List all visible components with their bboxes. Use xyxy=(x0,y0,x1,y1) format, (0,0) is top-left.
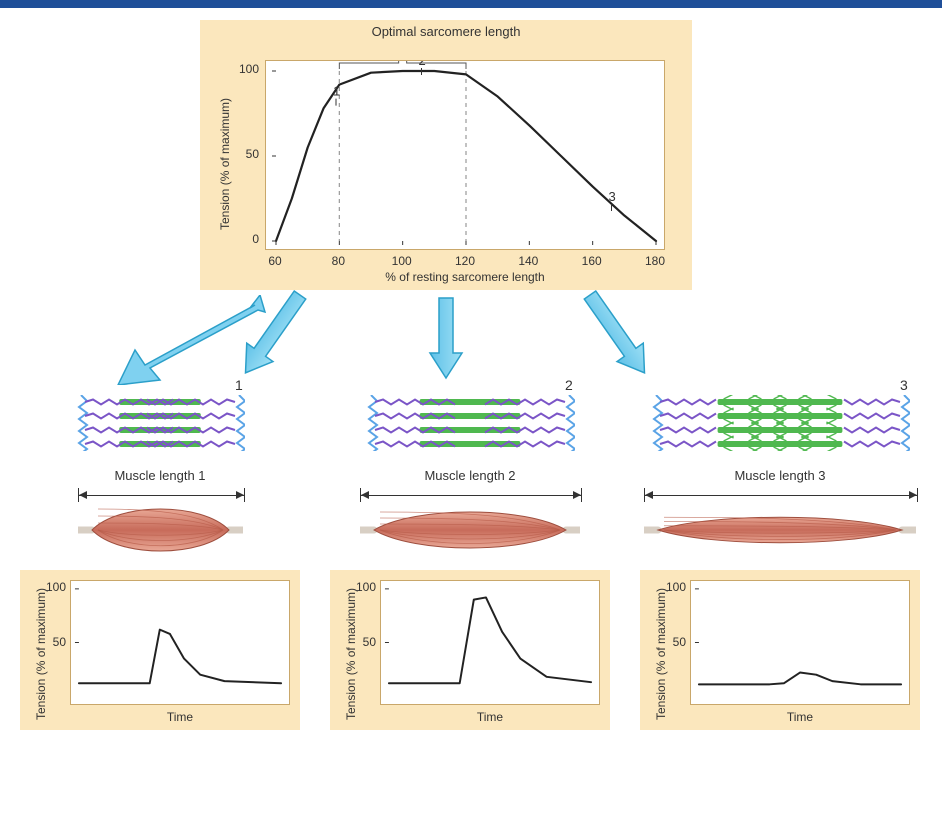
twitch-ylabel-2: Tension (% of maximum) xyxy=(344,588,358,720)
curve-marker-1: 1 xyxy=(333,84,340,99)
main-chart-xlabel: % of resting sarcomere length xyxy=(265,270,665,284)
twitch-xlabel-1: Time xyxy=(70,710,290,724)
twitch-panel-3: Tension (% of maximum) 50 100 Time xyxy=(640,570,920,730)
sarcomere-diagram-1 xyxy=(20,395,300,455)
ytick: 0 xyxy=(231,232,259,246)
arrow-to-state-1 xyxy=(100,295,280,385)
curve-marker-2: 2 xyxy=(419,61,426,68)
length-tension-chart: 1 2 3 xyxy=(265,60,665,250)
twitch-ylabel-3: Tension (% of maximum) xyxy=(654,588,668,720)
twitch-xlabel-3: Time xyxy=(690,710,910,724)
twitch-curve-svg-2 xyxy=(381,581,599,704)
muscle-shape-2 xyxy=(360,500,580,560)
twitch-chart-1 xyxy=(70,580,290,705)
length-tension-curve-svg: 1 2 3 xyxy=(266,61,666,251)
xtick: 100 xyxy=(390,254,414,268)
xtick: 140 xyxy=(516,254,540,268)
twitch-ytick: 100 xyxy=(350,580,376,594)
twitch-panel-1: Tension (% of maximum) 50 100 Time xyxy=(20,570,300,730)
ytick: 50 xyxy=(231,147,259,161)
muscle-shape-3 xyxy=(644,500,916,560)
twitch-ylabel-1: Tension (% of maximum) xyxy=(34,588,48,720)
muscle-shape-1 xyxy=(78,500,243,560)
sarcomere-diagram-2 xyxy=(330,395,610,455)
twitch-ytick: 50 xyxy=(350,635,376,649)
state-number-2: 2 xyxy=(565,377,573,393)
twitch-curve-svg-1 xyxy=(71,581,289,704)
xtick: 80 xyxy=(326,254,350,268)
curve-marker-3: 3 xyxy=(609,189,616,204)
arrow-3-icon xyxy=(577,286,658,382)
main-chart-ylabel: Tension (% of maximum) xyxy=(218,98,232,230)
muscle-length-label-3: Muscle length 3 xyxy=(640,468,920,483)
state-number-1: 1 xyxy=(235,377,243,393)
state-number-3: 3 xyxy=(900,377,908,393)
xtick: 120 xyxy=(453,254,477,268)
twitch-ytick: 50 xyxy=(40,635,66,649)
muscle-length-label-2: Muscle length 2 xyxy=(330,468,610,483)
twitch-ytick: 100 xyxy=(660,580,686,594)
xtick: 180 xyxy=(643,254,667,268)
main-chart-title: Optimal sarcomere length xyxy=(200,24,692,39)
twitch-panel-2: Tension (% of maximum) 50 100 Time xyxy=(330,570,610,730)
twitch-curve-svg-3 xyxy=(691,581,909,704)
top-accent-bar xyxy=(0,0,942,8)
twitch-xlabel-2: Time xyxy=(380,710,600,724)
xtick: 160 xyxy=(580,254,604,268)
twitch-ytick: 100 xyxy=(40,580,66,594)
sarcomere-diagram-3 xyxy=(640,395,920,455)
ytick: 100 xyxy=(231,62,259,76)
twitch-ytick: 50 xyxy=(660,635,686,649)
arrow-1-icon xyxy=(232,286,313,382)
arrow-2-icon xyxy=(430,298,462,378)
twitch-chart-3 xyxy=(690,580,910,705)
twitch-chart-2 xyxy=(380,580,600,705)
muscle-length-label-1: Muscle length 1 xyxy=(20,468,300,483)
xtick: 60 xyxy=(263,254,287,268)
length-tension-panel: Optimal sarcomere length Tension (% of m… xyxy=(200,20,692,290)
